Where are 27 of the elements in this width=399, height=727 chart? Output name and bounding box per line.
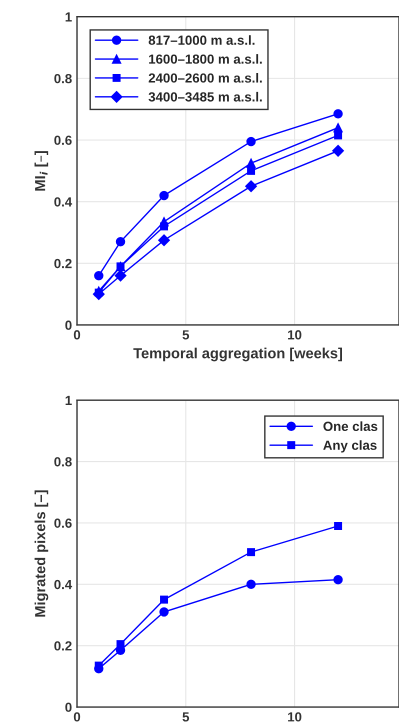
y-tick-label: 0.6 xyxy=(54,518,72,528)
y-tick-label: 0.8 xyxy=(54,457,72,466)
x-axis-title: Temporal aggregation [weeks] xyxy=(133,348,342,362)
legend-label: 3400–3485 m a.s.l. xyxy=(148,92,262,102)
y-axis-title: MI$_{i}$ [–] xyxy=(34,151,48,191)
y-tick-label: 0.6 xyxy=(54,136,72,145)
y-tick-label: 0.4 xyxy=(54,580,72,590)
legend-label: Any clas xyxy=(323,440,377,453)
x-tick-label: 10 xyxy=(288,712,302,722)
y-tick-label: 0.2 xyxy=(54,641,72,651)
legend-label: One clas xyxy=(323,421,378,432)
x-tick-label: 0 xyxy=(74,330,80,340)
y-tick-label: 0.8 xyxy=(54,74,72,84)
legend-label: 817–1000 m a.s.l. xyxy=(148,35,254,45)
y-tick-label: 1 xyxy=(66,396,72,405)
y-tick-label: 0 xyxy=(65,320,72,330)
y-tick-label: 0.2 xyxy=(54,258,72,268)
legend-label: 1600–1800 m a.s.l. xyxy=(149,54,262,64)
x-tick-label: 10 xyxy=(288,330,302,340)
x-tick-label: 0 xyxy=(74,712,80,722)
legend-label: 2400–2600 m a.s.l. xyxy=(148,72,262,83)
y-tick-label: 0 xyxy=(65,702,72,712)
x-tick-label: 5 xyxy=(182,330,190,340)
y-tick-label: 0.4 xyxy=(54,197,72,207)
y-axis-title: Migrated pixels [–] xyxy=(34,490,48,617)
y-tick-label: 1 xyxy=(66,12,72,22)
x-tick-label: 5 xyxy=(182,712,190,722)
